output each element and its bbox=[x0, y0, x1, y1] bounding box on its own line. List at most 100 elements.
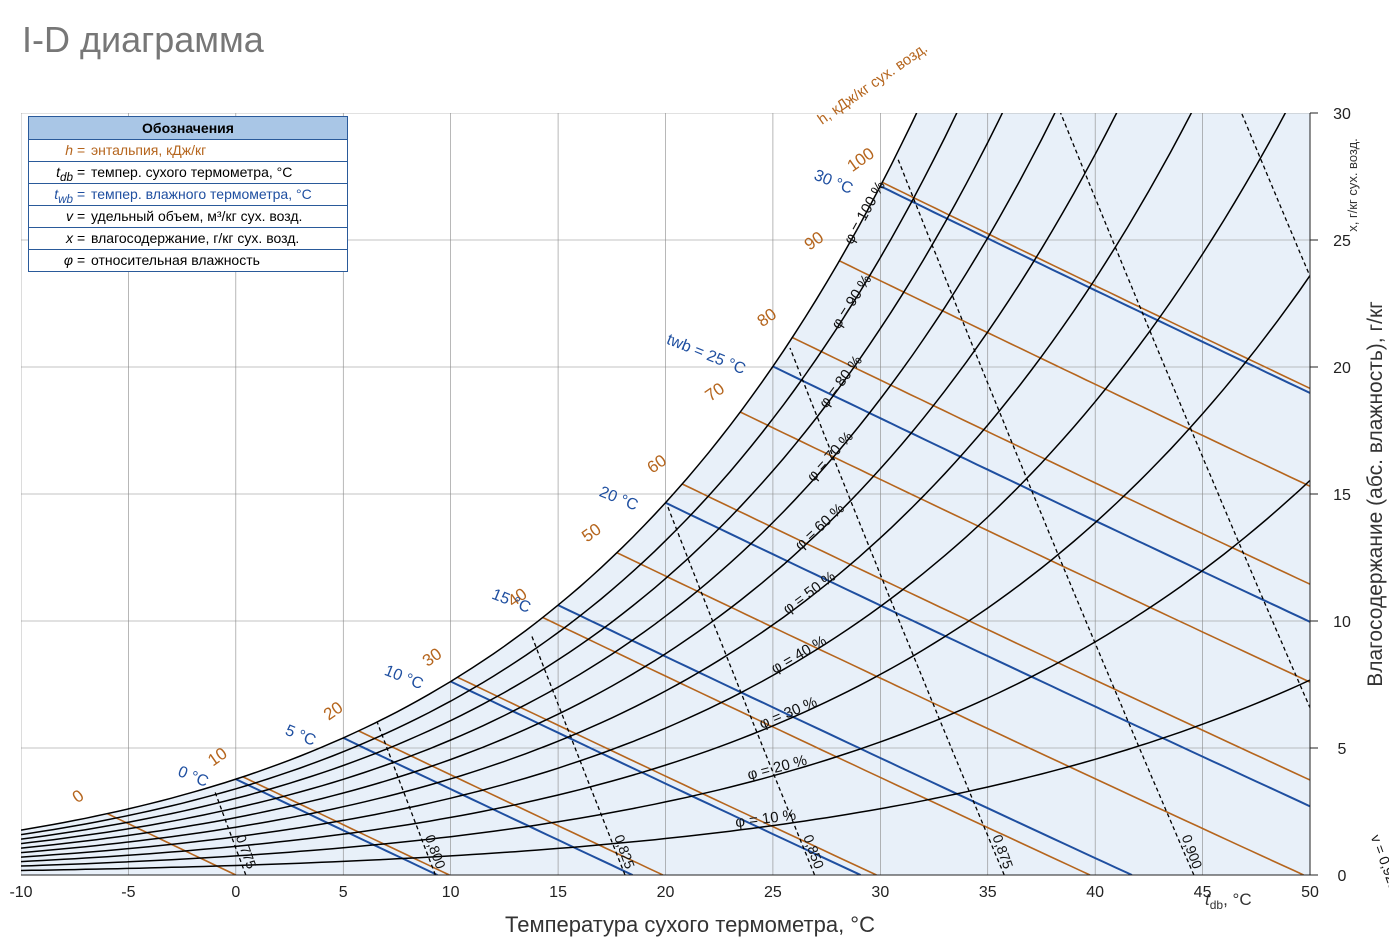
rh-curve bbox=[21, 113, 1118, 849]
x-tick-label: -10 bbox=[9, 884, 32, 901]
legend-text: темпер. сухого термометра, °C bbox=[91, 164, 293, 180]
volume-line bbox=[896, 157, 1195, 875]
sym: x bbox=[66, 230, 73, 246]
volume-label: v = 0,925 (м³/кг a) bbox=[1368, 832, 1389, 943]
x-tick-label: 45 bbox=[1194, 884, 1212, 901]
legend: Обозначения h = энтальпия, кДж/кг tdb = темпе… bbox=[28, 116, 348, 272]
legend-text: относительная влажность bbox=[91, 252, 260, 268]
volume-line bbox=[376, 722, 437, 875]
enthalpy-label: 100 bbox=[844, 144, 878, 176]
x-tick-label: 20 bbox=[657, 884, 675, 901]
x-tick-label: 40 bbox=[1086, 884, 1104, 901]
x-unit: tdb, °C bbox=[1205, 890, 1252, 912]
x-tick-label: 15 bbox=[549, 884, 567, 901]
x-tick-label: -5 bbox=[121, 884, 135, 901]
legend-text: удельный объем, м³/кг сух. возд. bbox=[91, 208, 303, 224]
enthalpy-line bbox=[739, 411, 1310, 684]
legend-item: φ = относительная влажность bbox=[29, 250, 347, 271]
wet-bulb-label: 20 °C bbox=[597, 484, 641, 515]
enthalpy-label: 10 bbox=[204, 744, 230, 770]
rh-curve bbox=[21, 113, 1004, 840]
rh-curve bbox=[21, 679, 1310, 872]
x-tick-label: 0 bbox=[231, 884, 240, 901]
wet-bulb-line bbox=[665, 501, 1310, 808]
wet-bulb-label: 10 °C bbox=[382, 662, 426, 693]
enthalpy-line bbox=[791, 336, 1310, 586]
legend-item: v = удельный объем, м³/кг сух. возд. bbox=[29, 206, 347, 228]
y-tick-label: 20 bbox=[1333, 360, 1351, 377]
x-tick-label: 25 bbox=[764, 884, 782, 901]
x-tick-label: 5 bbox=[339, 884, 348, 901]
enthalpy-label: 90 bbox=[801, 228, 827, 254]
volume-line bbox=[1240, 113, 1310, 278]
rh-curve bbox=[21, 113, 918, 831]
legend-item: tdb = темпер. сухого термометра, °C bbox=[29, 162, 347, 184]
rh-curve bbox=[21, 479, 1310, 867]
enthalpy-label: 20 bbox=[320, 698, 346, 724]
h-label: h, кДж/кг сух. возд. bbox=[815, 40, 931, 129]
y-tick-label: 25 bbox=[1333, 233, 1351, 250]
wet-bulb-label: 5 °C bbox=[283, 722, 318, 749]
y-tick-label: 30 bbox=[1333, 106, 1351, 123]
enthalpy-label: 0 bbox=[69, 786, 88, 807]
y-tick-label: 15 bbox=[1333, 487, 1351, 504]
legend-text: темпер. влажного термометра, °C bbox=[91, 186, 312, 202]
x-tick-label: 35 bbox=[979, 884, 997, 901]
rh-curve bbox=[21, 113, 958, 836]
enthalpy-label: 70 bbox=[702, 379, 728, 405]
rh-curve bbox=[21, 113, 1056, 845]
legend-text: влагосодержание, г/кг сух. возд. bbox=[91, 230, 300, 246]
enthalpy-line bbox=[881, 181, 1310, 390]
legend-item: twb = темпер. влажного термометра, °C bbox=[29, 184, 347, 206]
enthalpy-line bbox=[457, 676, 877, 875]
volume-line bbox=[1059, 113, 1310, 710]
volume-line bbox=[214, 792, 247, 875]
y-tick-label: 0 bbox=[1338, 868, 1347, 885]
legend-text: энтальпия, кДж/кг bbox=[91, 142, 207, 158]
enthalpy-line bbox=[839, 260, 1310, 488]
sym: φ bbox=[63, 252, 73, 268]
enthalpy-label: 50 bbox=[578, 520, 604, 546]
legend-symbol: v bbox=[29, 206, 77, 227]
volume-line bbox=[667, 506, 816, 875]
legend-item: x = влагосодержание, г/кг сух. возд. bbox=[29, 228, 347, 250]
legend-symbol: h bbox=[29, 140, 77, 161]
legend-symbol: twb bbox=[29, 184, 77, 206]
x-tick-label: 50 bbox=[1301, 884, 1319, 901]
sym: t bbox=[54, 186, 59, 202]
plot-area bbox=[21, 113, 1310, 875]
y-tick-label: 10 bbox=[1333, 614, 1351, 631]
enthalpy-line bbox=[242, 776, 450, 875]
rh-curve bbox=[21, 113, 1287, 858]
sub: wb bbox=[58, 192, 73, 206]
enthalpy-line bbox=[542, 616, 1091, 875]
wet-bulb-line bbox=[879, 185, 1310, 395]
wet-bulb-label: 0 °C bbox=[175, 763, 210, 790]
wet-bulb-line bbox=[450, 680, 862, 875]
wet-bulb-line bbox=[557, 604, 1133, 875]
enthalpy-label: 30 bbox=[419, 644, 445, 670]
chart-title: I-D диаграмма bbox=[22, 19, 265, 60]
y-axis-label: Влагосодержание (абс. влажность), г/кг bbox=[1364, 301, 1387, 687]
sym: h bbox=[65, 142, 73, 158]
sym: v bbox=[66, 208, 73, 224]
x-unit-sub: db bbox=[1210, 898, 1224, 912]
sym: t bbox=[56, 164, 61, 180]
x-axis-label: Температура сухого термометра, °C bbox=[505, 912, 875, 937]
legend-symbol: tdb bbox=[29, 162, 77, 184]
wet-bulb-label: twb = 25 °C bbox=[664, 331, 748, 378]
y-axis-label-small: x, г/кг сух. возд. bbox=[1345, 138, 1360, 232]
x-unit-text: , °C bbox=[1223, 890, 1252, 909]
legend-symbol: φ bbox=[29, 250, 77, 271]
wet-bulb-label: 30 °C bbox=[812, 167, 856, 198]
enthalpy-line bbox=[681, 483, 1310, 781]
y-tick-label: 5 bbox=[1338, 741, 1347, 758]
volume-line bbox=[530, 633, 626, 875]
x-tick-label: 30 bbox=[871, 884, 889, 901]
x-tick-label: 10 bbox=[442, 884, 460, 901]
legend-title: Обозначения bbox=[29, 117, 347, 140]
sub: db bbox=[60, 170, 73, 184]
rh-curve bbox=[21, 275, 1310, 863]
